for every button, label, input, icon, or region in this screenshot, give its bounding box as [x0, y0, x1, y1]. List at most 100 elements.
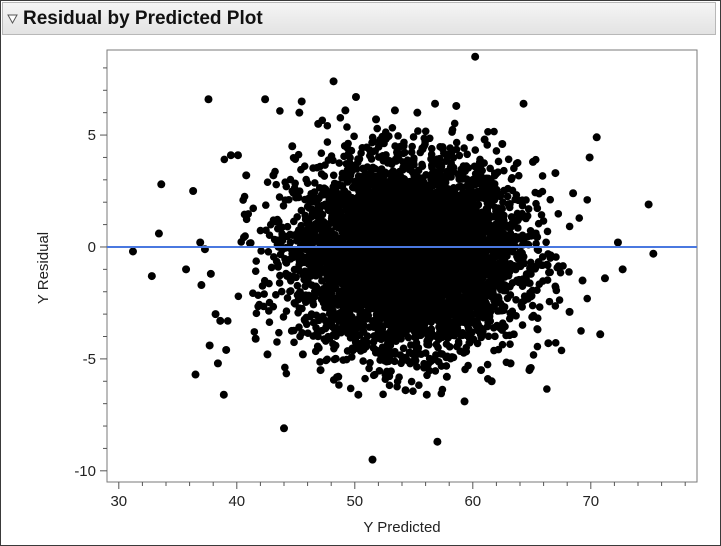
- data-point: [454, 339, 463, 348]
- data-point: [551, 339, 560, 347]
- data-point: [366, 180, 375, 188]
- data-point: [491, 332, 499, 341]
- data-point: [456, 347, 464, 355]
- data-point: [409, 133, 418, 141]
- data-point: [515, 275, 523, 284]
- data-point: [432, 351, 440, 359]
- data-point: [414, 127, 422, 135]
- x-tick-label: 30: [110, 493, 127, 510]
- data-point: [518, 282, 527, 290]
- data-point: [298, 328, 306, 337]
- data-point: [535, 189, 543, 198]
- x-tick-label: 60: [464, 493, 481, 510]
- data-point: [264, 247, 273, 256]
- data-point: [406, 359, 414, 368]
- data-point: [286, 287, 295, 295]
- data-point: [427, 161, 436, 170]
- y-tick-label: -10: [74, 463, 96, 480]
- data-point: [385, 157, 394, 165]
- data-point: [374, 143, 383, 151]
- data-point: [492, 147, 501, 155]
- data-point: [272, 257, 281, 266]
- data-point: [265, 318, 274, 327]
- data-point: [433, 155, 442, 163]
- data-point: [535, 303, 544, 311]
- data-point: [257, 247, 265, 255]
- data-point: [350, 132, 358, 141]
- data-point: [434, 343, 442, 352]
- data-point: [295, 261, 303, 269]
- data-point: [354, 331, 362, 340]
- data-point: [272, 180, 281, 189]
- data-point: [468, 328, 476, 336]
- data-point: [438, 143, 447, 151]
- data-point: [552, 253, 560, 261]
- data-point: [413, 363, 421, 371]
- data-point: [314, 202, 323, 210]
- data-point: [329, 187, 337, 195]
- outline-header[interactable]: Residual by Predicted Plot: [2, 2, 716, 35]
- data-point: [282, 269, 290, 278]
- data-point: [329, 171, 338, 180]
- data-point: [528, 313, 536, 321]
- data-point: [376, 350, 384, 358]
- data-point: [469, 181, 478, 189]
- data-point: [444, 173, 452, 181]
- data-point: [447, 308, 455, 317]
- data-point: [300, 234, 309, 243]
- triangle-down-icon[interactable]: [5, 12, 19, 26]
- data-point: [575, 214, 584, 222]
- data-point: [365, 364, 373, 373]
- data-point: [421, 349, 430, 357]
- data-point: [500, 166, 508, 175]
- y-tick-label: 0: [88, 239, 96, 256]
- data-point: [399, 344, 408, 353]
- data-point: [556, 268, 565, 277]
- data-point: [320, 172, 329, 180]
- data-point: [543, 227, 552, 236]
- data-point: [285, 195, 293, 204]
- data-point: [418, 160, 426, 169]
- data-point: [309, 300, 318, 309]
- data-point: [272, 291, 280, 299]
- data-point: [490, 127, 498, 136]
- data-point: [533, 325, 542, 334]
- data-point: [346, 384, 355, 393]
- data-point: [512, 295, 520, 304]
- data-point: [321, 337, 330, 345]
- data-point: [254, 291, 262, 300]
- data-point: [261, 201, 270, 209]
- data-point: [375, 166, 384, 174]
- data-point: [252, 309, 261, 318]
- data-point: [324, 156, 333, 164]
- data-point: [245, 239, 254, 248]
- data-point: [539, 217, 548, 225]
- data-point: [310, 179, 319, 187]
- x-tick-label: 40: [228, 493, 245, 510]
- data-point: [304, 215, 313, 224]
- data-point: [260, 290, 268, 298]
- data-point: [494, 282, 503, 290]
- data-point: [394, 132, 402, 140]
- data-point: [410, 161, 418, 169]
- data-point: [265, 231, 274, 240]
- data-point: [527, 270, 535, 278]
- data-point: [425, 366, 434, 375]
- data-point: [295, 187, 304, 196]
- data-point: [494, 157, 503, 166]
- data-point: [461, 365, 469, 374]
- data-point: [464, 177, 472, 185]
- data-point: [286, 238, 295, 247]
- data-point: [297, 165, 305, 174]
- data-point: [273, 215, 282, 224]
- data-point: [393, 382, 401, 391]
- data-point: [583, 294, 592, 303]
- data-point: [315, 184, 324, 192]
- data-point: [265, 298, 274, 307]
- data-point: [343, 347, 352, 355]
- data-point: [492, 169, 501, 178]
- data-point: [293, 213, 301, 221]
- data-point: [385, 347, 393, 356]
- data-point: [538, 172, 547, 180]
- data-point: [283, 294, 292, 302]
